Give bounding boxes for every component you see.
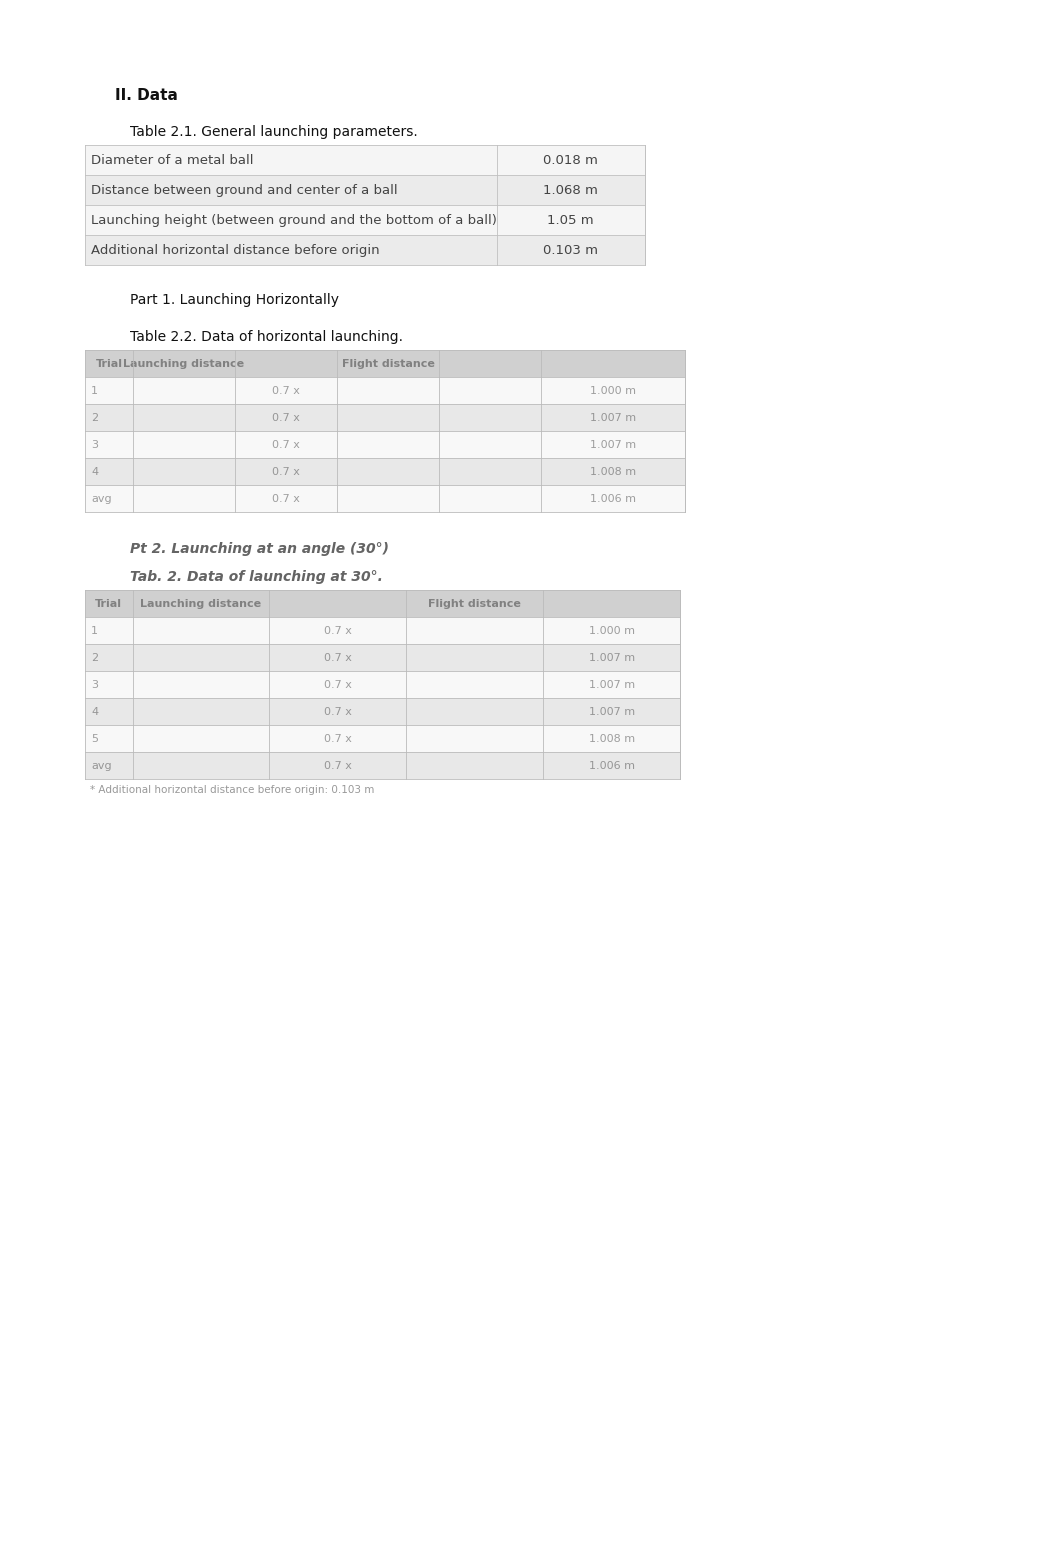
Text: Trial: Trial [96,599,122,608]
Bar [85,671,680,699]
Text: 0.7 x: 0.7 x [272,412,299,423]
Text: 1.006 m: 1.006 m [588,761,635,770]
Text: 0.018 m: 0.018 m [544,154,598,166]
Bar [85,205,645,235]
Text: 2: 2 [91,652,98,663]
Text: Part 1. Launching Horizontally: Part 1. Launching Horizontally [130,293,339,307]
Text: 3: 3 [91,439,98,450]
Text: Additional horizontal distance before origin: Additional horizontal distance before or… [91,243,379,257]
Text: Tab. 2. Data of launching at 30°.: Tab. 2. Data of launching at 30°. [130,569,383,584]
Text: 1.006 m: 1.006 m [590,493,636,504]
Text: 1.007 m: 1.007 m [588,680,635,689]
Text: 0.7 x: 0.7 x [272,467,299,476]
Bar [85,699,680,725]
Bar [85,725,680,752]
Text: 0.7 x: 0.7 x [324,761,352,770]
Text: * Additional horizontal distance before origin: 0.103 m: * Additional horizontal distance before … [90,784,375,795]
Text: 1.068 m: 1.068 m [544,184,598,196]
Text: 1.000 m: 1.000 m [588,626,635,635]
Text: 0.7 x: 0.7 x [324,680,352,689]
Bar [85,350,685,377]
Text: Launching height (between ground and the bottom of a ball): Launching height (between ground and the… [91,213,497,227]
Text: 1.008 m: 1.008 m [588,733,635,744]
Bar [85,457,685,485]
Text: 1.000 m: 1.000 m [590,386,636,395]
Bar [85,618,680,644]
Text: 1.05 m: 1.05 m [548,213,594,227]
Text: 4: 4 [91,467,98,476]
Text: 0.103 m: 0.103 m [544,243,598,257]
Bar [85,174,645,205]
Text: Distance between ground and center of a ball: Distance between ground and center of a … [91,184,397,196]
Text: 0.7 x: 0.7 x [324,733,352,744]
Text: Table 2.1. General launching parameters.: Table 2.1. General launching parameters. [130,124,417,138]
Text: 1.007 m: 1.007 m [589,412,636,423]
Bar [85,145,645,174]
Bar [85,235,645,265]
Bar [85,405,685,431]
Text: 0.7 x: 0.7 x [272,386,299,395]
Text: 0.7 x: 0.7 x [324,626,352,635]
Bar [85,752,680,780]
Text: 1: 1 [91,386,98,395]
Bar [85,644,680,671]
Text: 0.7 x: 0.7 x [324,706,352,716]
Text: 1.008 m: 1.008 m [589,467,636,476]
Text: Launching distance: Launching distance [140,599,261,608]
Bar [85,377,685,405]
Bar [85,485,685,512]
Text: avg: avg [91,493,112,504]
Text: Diameter of a metal ball: Diameter of a metal ball [91,154,254,166]
Text: 1.007 m: 1.007 m [588,652,635,663]
Text: 2: 2 [91,412,98,423]
Text: Flight distance: Flight distance [428,599,521,608]
Bar [85,431,685,457]
Text: 1.007 m: 1.007 m [589,439,636,450]
Text: 0.7 x: 0.7 x [324,652,352,663]
Text: 0.7 x: 0.7 x [272,439,299,450]
Text: 3: 3 [91,680,98,689]
Text: 1: 1 [91,626,98,635]
Text: Launching distance: Launching distance [123,358,244,369]
Text: 0.7 x: 0.7 x [272,493,299,504]
Text: Table 2.2. Data of horizontal launching.: Table 2.2. Data of horizontal launching. [130,330,402,344]
Text: avg: avg [91,761,112,770]
Bar [85,590,680,618]
Text: 1.007 m: 1.007 m [588,706,635,716]
Text: Flight distance: Flight distance [342,358,434,369]
Text: Pt 2. Launching at an angle (30°): Pt 2. Launching at an angle (30°) [130,541,389,555]
Text: 5: 5 [91,733,98,744]
Text: Trial: Trial [96,358,122,369]
Text: 4: 4 [91,706,98,716]
Text: II. Data: II. Data [115,89,177,103]
